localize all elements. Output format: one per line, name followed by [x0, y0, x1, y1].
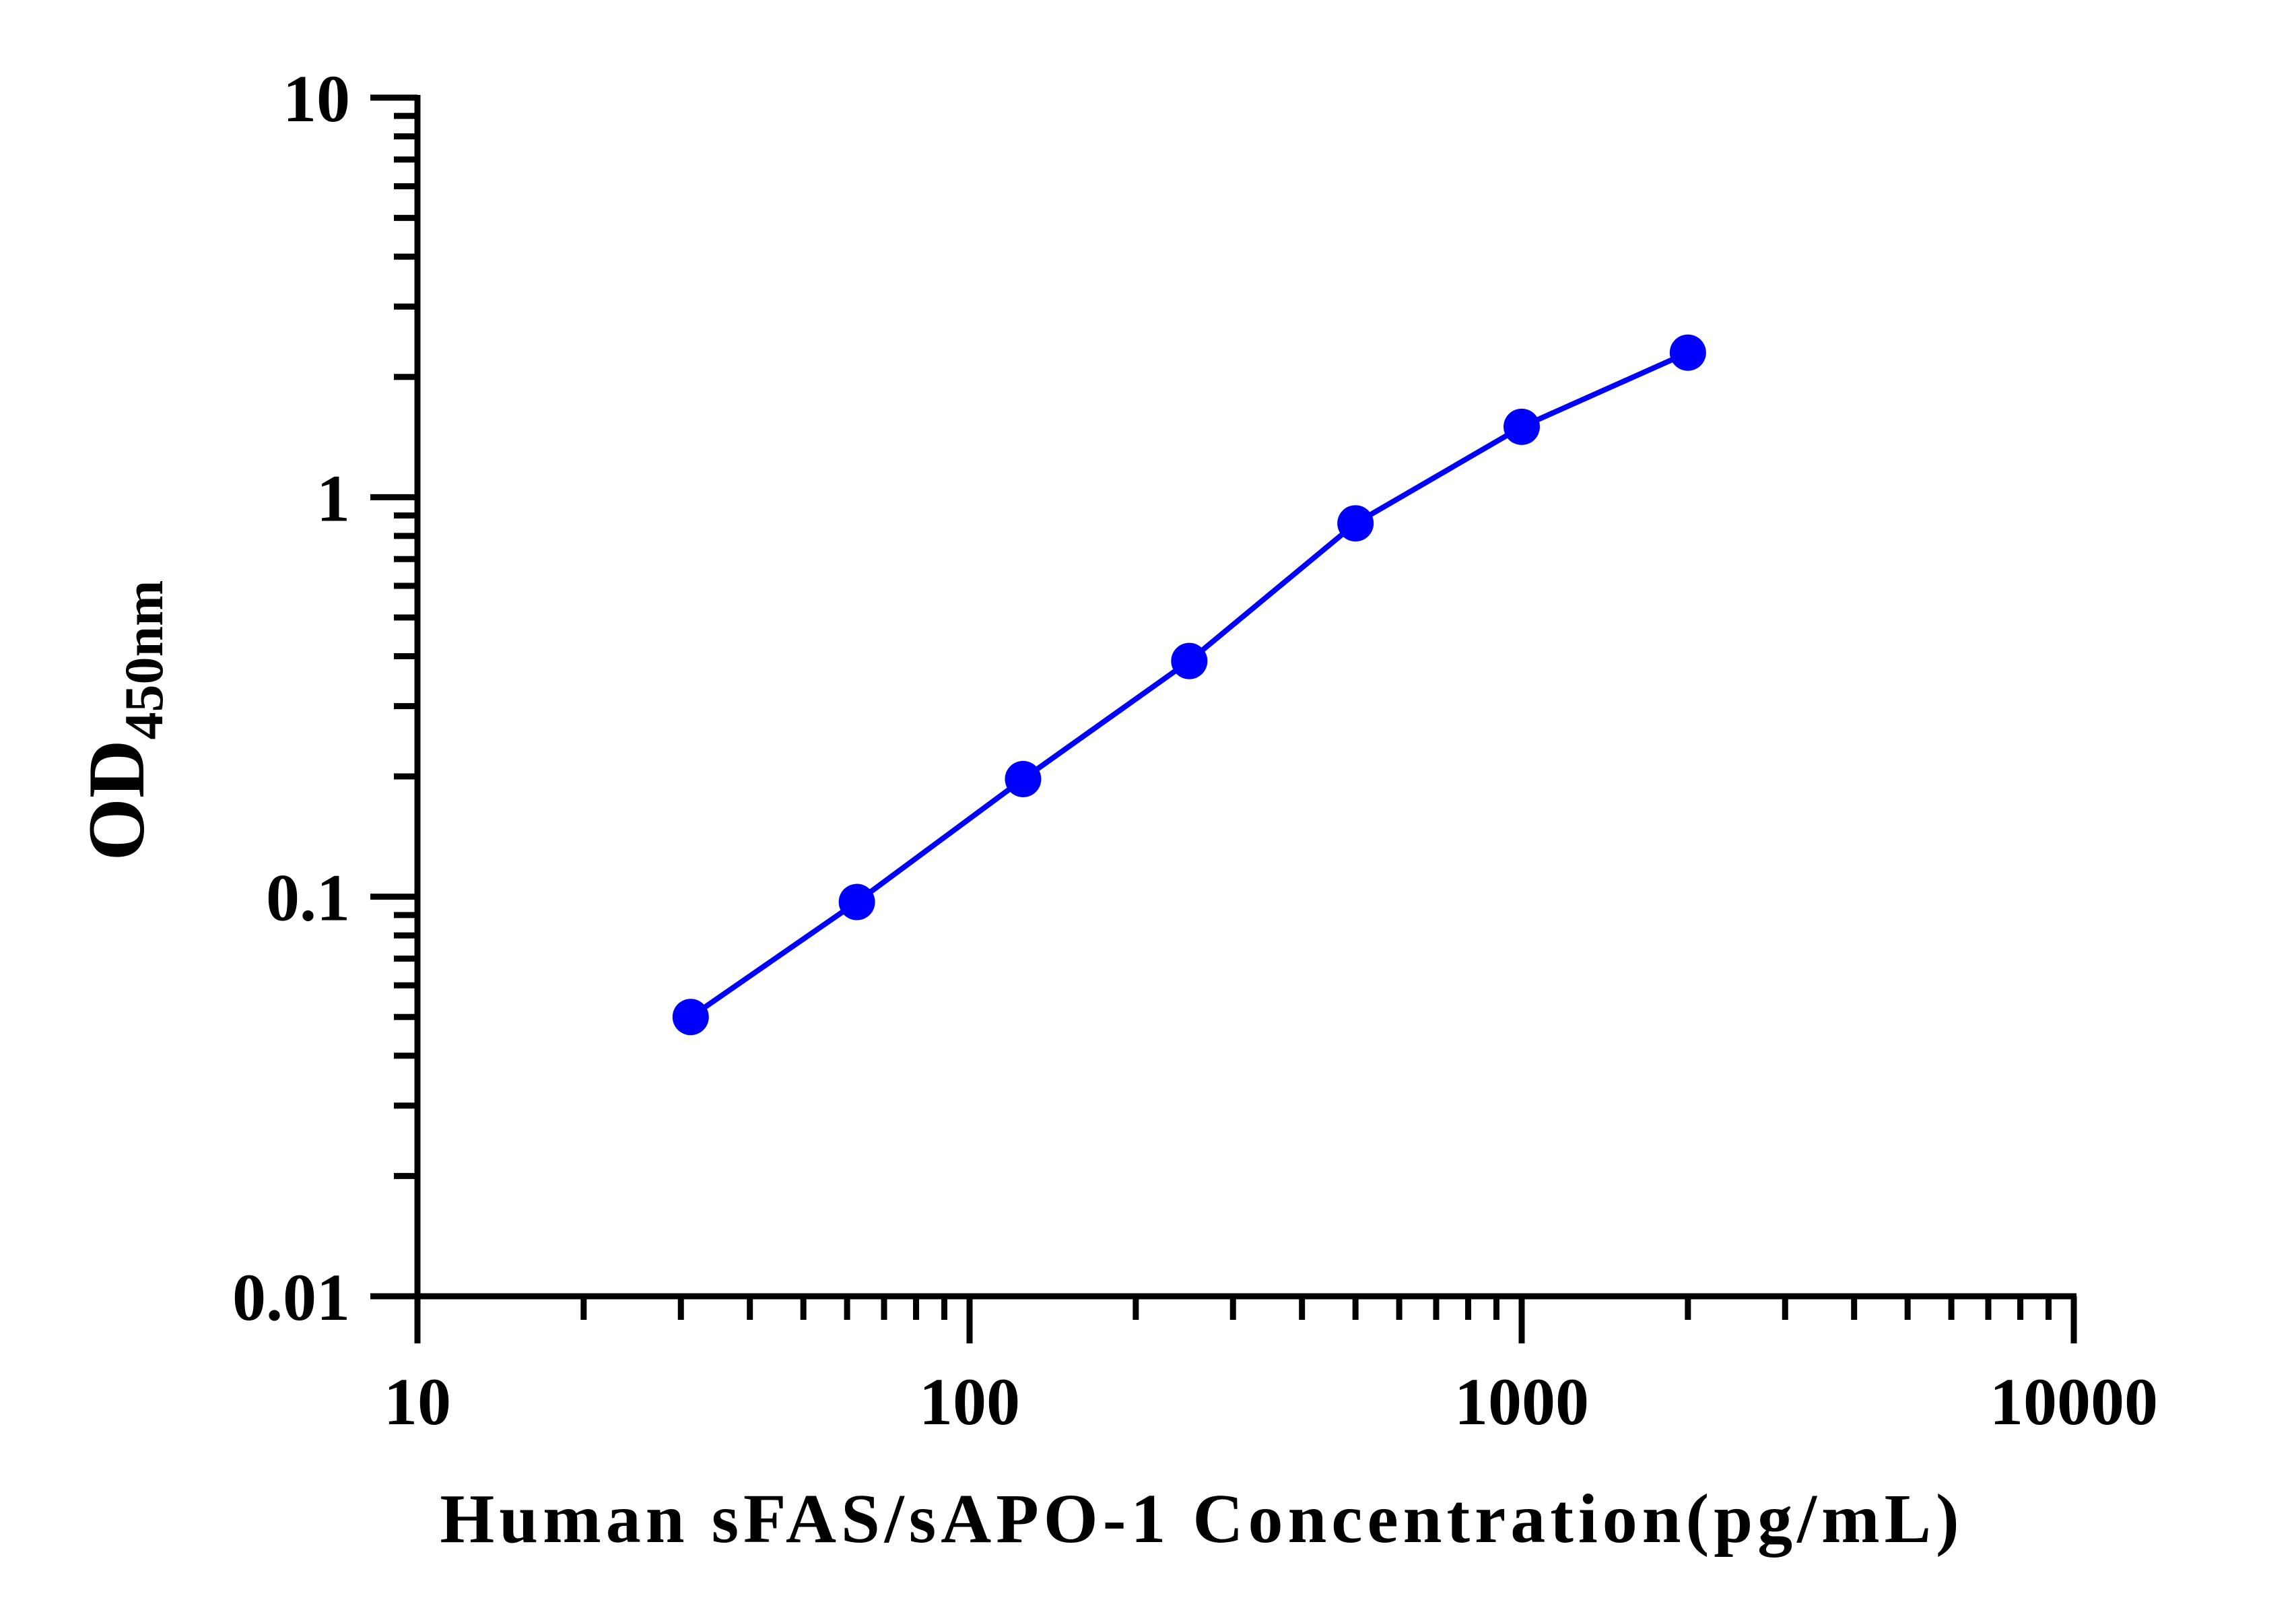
- tick-labels: 0.01 0.1 1 10 10 100 1000 10000: [232, 61, 2158, 1439]
- data-point: [838, 883, 875, 921]
- x-tick-label: 100: [919, 1364, 1020, 1439]
- y-tick-label: 0.1: [266, 861, 350, 935]
- y-axis-title-main: OD: [71, 739, 161, 861]
- data-point: [1005, 760, 1042, 797]
- y-axis-title: OD450nm: [71, 580, 174, 861]
- series-layer: [672, 334, 1706, 1036]
- data-point: [1171, 642, 1208, 679]
- y-tick-label: 1: [316, 461, 350, 535]
- x-tick-label: 10000: [1990, 1364, 2158, 1439]
- series-line: [689, 350, 1689, 1020]
- y-tick-label: 10: [283, 61, 350, 136]
- data-point: [1669, 334, 1706, 371]
- axes: [370, 94, 2077, 1343]
- x-tick-label: 10: [384, 1364, 451, 1439]
- y-tick-label: 0.01: [232, 1260, 350, 1335]
- y-axis-title-sub: 450nm: [113, 580, 174, 740]
- data-point: [1504, 408, 1540, 445]
- data-point: [672, 999, 709, 1036]
- data-point: [1337, 505, 1374, 542]
- x-tick-label: 1000: [1454, 1364, 1589, 1439]
- x-axis-title: Human sFAS/sAPO-1 Concentration(pg/mL): [440, 1480, 1963, 1558]
